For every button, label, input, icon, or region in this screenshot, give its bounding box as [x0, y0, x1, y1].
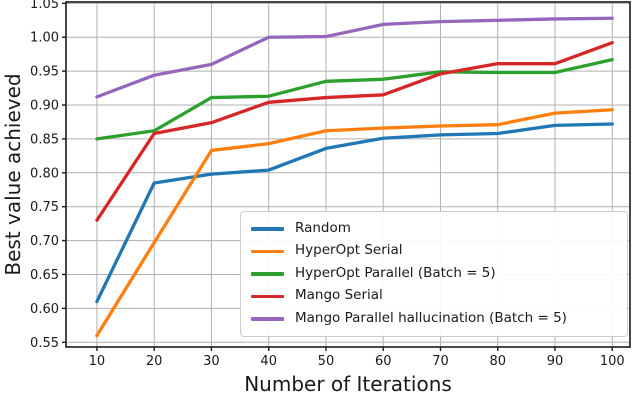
legend-item-random: Random	[251, 219, 617, 237]
x-tick-label: 70	[432, 354, 449, 369]
legend-item-mango-parallel: Mango Parallel hallucination (Batch = 5)	[251, 309, 617, 327]
plot-border	[65, 1, 631, 348]
y-tick-label: 1.00	[30, 31, 59, 46]
legend-label-hyperopt-parallel: HyperOpt Parallel (Batch = 5)	[295, 264, 496, 281]
y-tick-label: 1.05	[30, 0, 59, 12]
x-axis-label: Number of Iterations	[244, 372, 452, 396]
y-tick-label: 0.75	[30, 200, 59, 215]
x-tick-label: 20	[146, 354, 163, 369]
y-tick-label: 0.85	[30, 132, 59, 147]
series-line-0	[95, 122, 614, 304]
y-tick-label: 0.90	[30, 99, 59, 114]
y-tick-label: 0.80	[30, 166, 59, 181]
x-tick-label: 40	[260, 354, 277, 369]
legend-line-sample-hyperopt-serial-icon	[251, 249, 284, 254]
legend-line-sample-random-icon	[251, 227, 284, 231]
x-tick-label: 80	[489, 354, 506, 369]
y-tick-label: 0.95	[30, 65, 59, 80]
legend-item-mango-serial: Mango Serial	[251, 289, 617, 304]
y-tick-label: 0.55	[30, 336, 59, 351]
series-line-2	[95, 57, 614, 141]
x-tick-label: 90	[547, 354, 564, 369]
legend-label-hyperopt-serial: HyperOpt Serial	[295, 242, 403, 259]
y-tick-label: 0.60	[30, 302, 59, 317]
y-axis-label: Best value achieved	[1, 73, 25, 275]
legend-label-mango-parallel: Mango Parallel hallucination (Batch = 5)	[295, 309, 567, 326]
y-tick-label: 0.70	[30, 234, 59, 249]
legend: Random HyperOpt Serial HyperOpt Parallel…	[240, 211, 628, 337]
legend-line-sample-mango-serial-icon	[251, 294, 284, 299]
x-tick-label: 100	[600, 354, 625, 369]
x-tick-label: 30	[203, 354, 220, 369]
x-tick-label: 10	[89, 354, 106, 369]
x-tick-label: 60	[375, 354, 392, 369]
legend-label-random: Random	[295, 219, 351, 236]
legend-item-hyperopt-serial: HyperOpt Serial	[251, 244, 617, 259]
series-line-1	[95, 108, 614, 338]
y-tick-label: 0.65	[30, 268, 59, 283]
legend-label-mango-serial: Mango Serial	[295, 287, 383, 304]
series-line-3	[95, 41, 614, 222]
legend-line-sample-mango-parallel-icon	[251, 317, 284, 321]
legend-line-sample-hyperopt-parallel-icon	[251, 272, 284, 276]
x-tick-label: 50	[318, 354, 335, 369]
legend-item-hyperopt-parallel: HyperOpt Parallel (Batch = 5)	[251, 264, 617, 282]
series-line-4	[95, 16, 614, 99]
